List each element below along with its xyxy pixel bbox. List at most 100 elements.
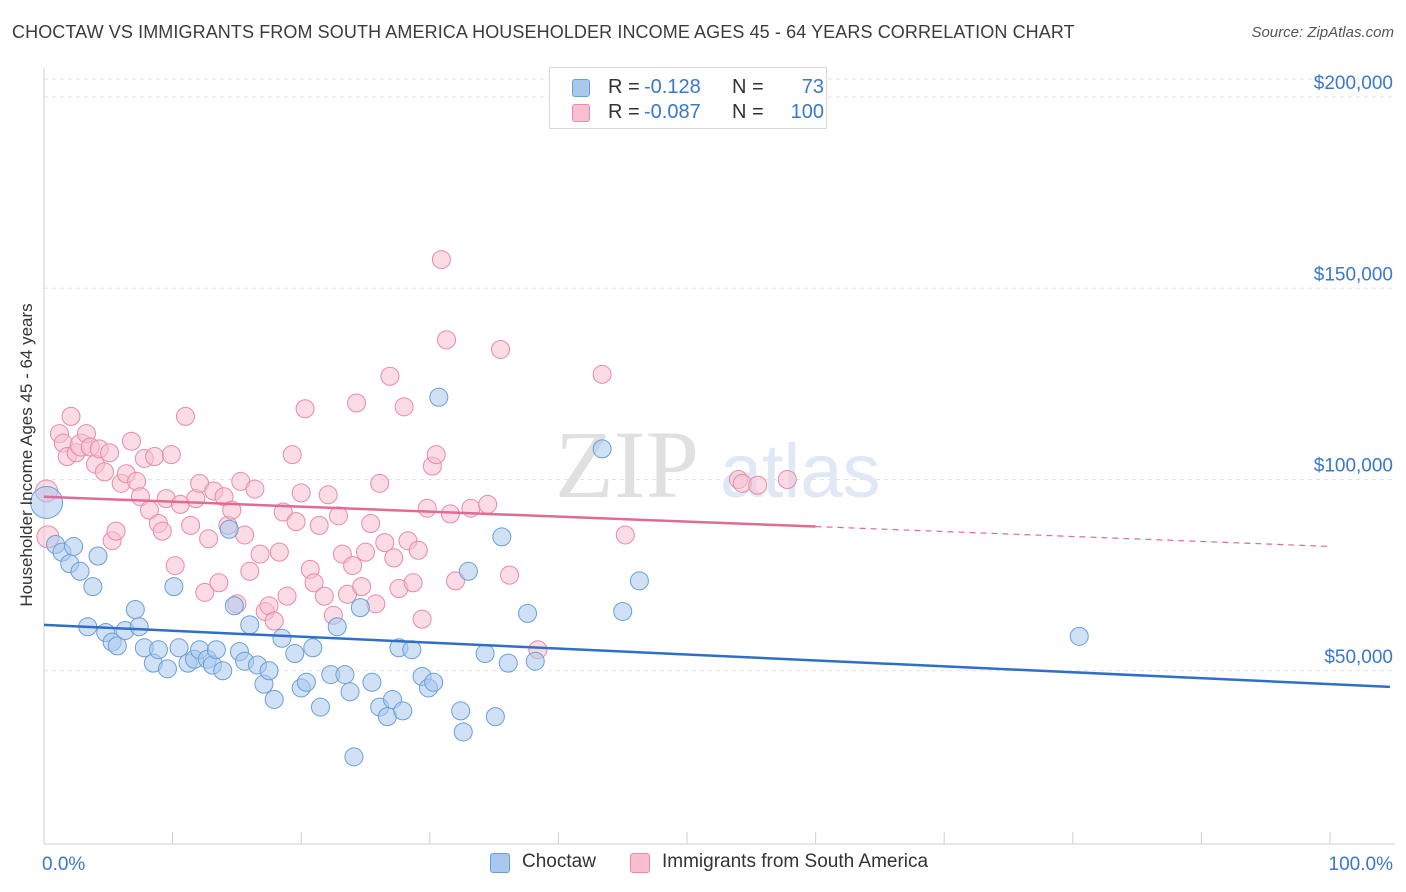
legend-r-value: -0.128	[644, 76, 701, 98]
data-point	[475, 644, 495, 664]
data-point	[30, 485, 64, 519]
data-point	[458, 561, 478, 581]
data-point	[100, 443, 120, 463]
y-tick-label: $150,000	[1314, 264, 1393, 285]
data-point	[629, 571, 649, 591]
data-point	[291, 483, 311, 503]
data-point	[209, 573, 229, 593]
data-point	[83, 577, 103, 597]
chart-title: CHOCTAW VS IMMIGRANTS FROM SOUTH AMERICA…	[12, 22, 1075, 42]
data-point	[375, 533, 395, 553]
legend-swatch-immigrants	[572, 104, 590, 122]
data-point	[61, 406, 81, 426]
data-point	[492, 527, 512, 547]
source-label: Source: ZipAtlas.com	[1251, 24, 1394, 41]
data-point	[295, 399, 315, 419]
trend-line-immigrants-extension	[815, 525, 1331, 548]
legend-label-choctaw: Choctaw	[522, 851, 596, 872]
data-point	[309, 515, 329, 535]
data-point	[412, 609, 432, 629]
data-point	[335, 665, 355, 685]
data-point	[346, 393, 366, 413]
y-tick-label: $50,000	[1324, 647, 1393, 668]
data-point	[440, 504, 460, 524]
data-point	[362, 672, 382, 692]
data-point	[272, 628, 292, 648]
data-point	[384, 548, 404, 568]
trend-lines	[43, 495, 1391, 689]
data-point	[518, 603, 538, 623]
data-point	[478, 494, 498, 514]
data-point	[264, 611, 284, 631]
data-point	[125, 600, 145, 620]
data-point	[94, 462, 114, 482]
data-point	[121, 431, 141, 451]
data-point	[106, 521, 126, 541]
data-point	[370, 473, 390, 493]
watermark: ZIP atlas	[555, 411, 881, 518]
grid-lines	[44, 78, 1395, 672]
data-point	[152, 521, 172, 541]
legend-swatch-immigrants	[630, 853, 650, 873]
legend-swatch-choctaw	[490, 853, 510, 873]
data-point	[296, 672, 316, 692]
data-point	[245, 479, 265, 499]
legend-label-immigrants: Immigrants from South America	[662, 851, 929, 872]
data-point	[148, 640, 168, 660]
correlation-legend: R = -0.128 N = 73 R = -0.087 N = 100	[549, 67, 827, 129]
legend-n-label: N =	[732, 76, 764, 98]
data-point	[491, 339, 511, 359]
legend-n-label: N =	[732, 101, 764, 123]
axis-labels: $50,000 $100,000 $150,000 $200,000 0.0% 100.0…	[17, 73, 1393, 875]
data-point	[500, 565, 520, 585]
data-point	[451, 701, 471, 721]
data-point	[327, 617, 347, 637]
data-point	[485, 707, 505, 727]
legend-r-value: -0.087	[644, 101, 701, 123]
data-point	[361, 513, 381, 533]
data-point	[181, 515, 201, 535]
data-point	[592, 439, 612, 459]
data-point	[748, 475, 768, 495]
data-point	[165, 556, 185, 576]
data-point	[394, 397, 414, 417]
y-tick-label: $200,000	[1314, 73, 1393, 94]
legend-n-value: 73	[801, 76, 824, 98]
data-point	[592, 364, 612, 384]
data-point	[175, 406, 195, 426]
data-point	[613, 601, 633, 621]
data-point	[164, 577, 184, 597]
data-point	[343, 556, 363, 576]
watermark-atlas: atlas	[720, 429, 881, 514]
x-tick-label-end: 100.0%	[1329, 854, 1394, 875]
watermark-zip: ZIP	[555, 411, 699, 518]
data-point	[352, 577, 372, 597]
data-point	[402, 640, 422, 660]
data-point	[107, 636, 127, 656]
data-point	[380, 366, 400, 386]
data-point	[344, 747, 364, 767]
data-point	[318, 485, 338, 505]
data-point	[429, 387, 449, 407]
data-point	[303, 638, 323, 658]
data-point	[777, 470, 797, 489]
data-point	[70, 561, 90, 581]
data-point	[224, 596, 244, 616]
data-point	[219, 519, 239, 539]
data-point	[356, 542, 375, 562]
data-point	[64, 536, 84, 556]
data-point	[213, 661, 233, 681]
data-point	[615, 525, 635, 545]
data-point	[145, 447, 165, 467]
data-point	[417, 498, 437, 518]
legend-swatch-choctaw	[572, 79, 590, 97]
data-point	[310, 697, 330, 717]
y-axis-title: Householder Income Ages 45 - 64 years	[17, 303, 36, 606]
data-point	[259, 661, 279, 681]
data-point	[222, 500, 242, 520]
data-point	[453, 722, 473, 742]
data-point	[393, 701, 413, 721]
y-tick-label: $100,000	[1314, 456, 1393, 477]
data-point	[328, 506, 348, 526]
